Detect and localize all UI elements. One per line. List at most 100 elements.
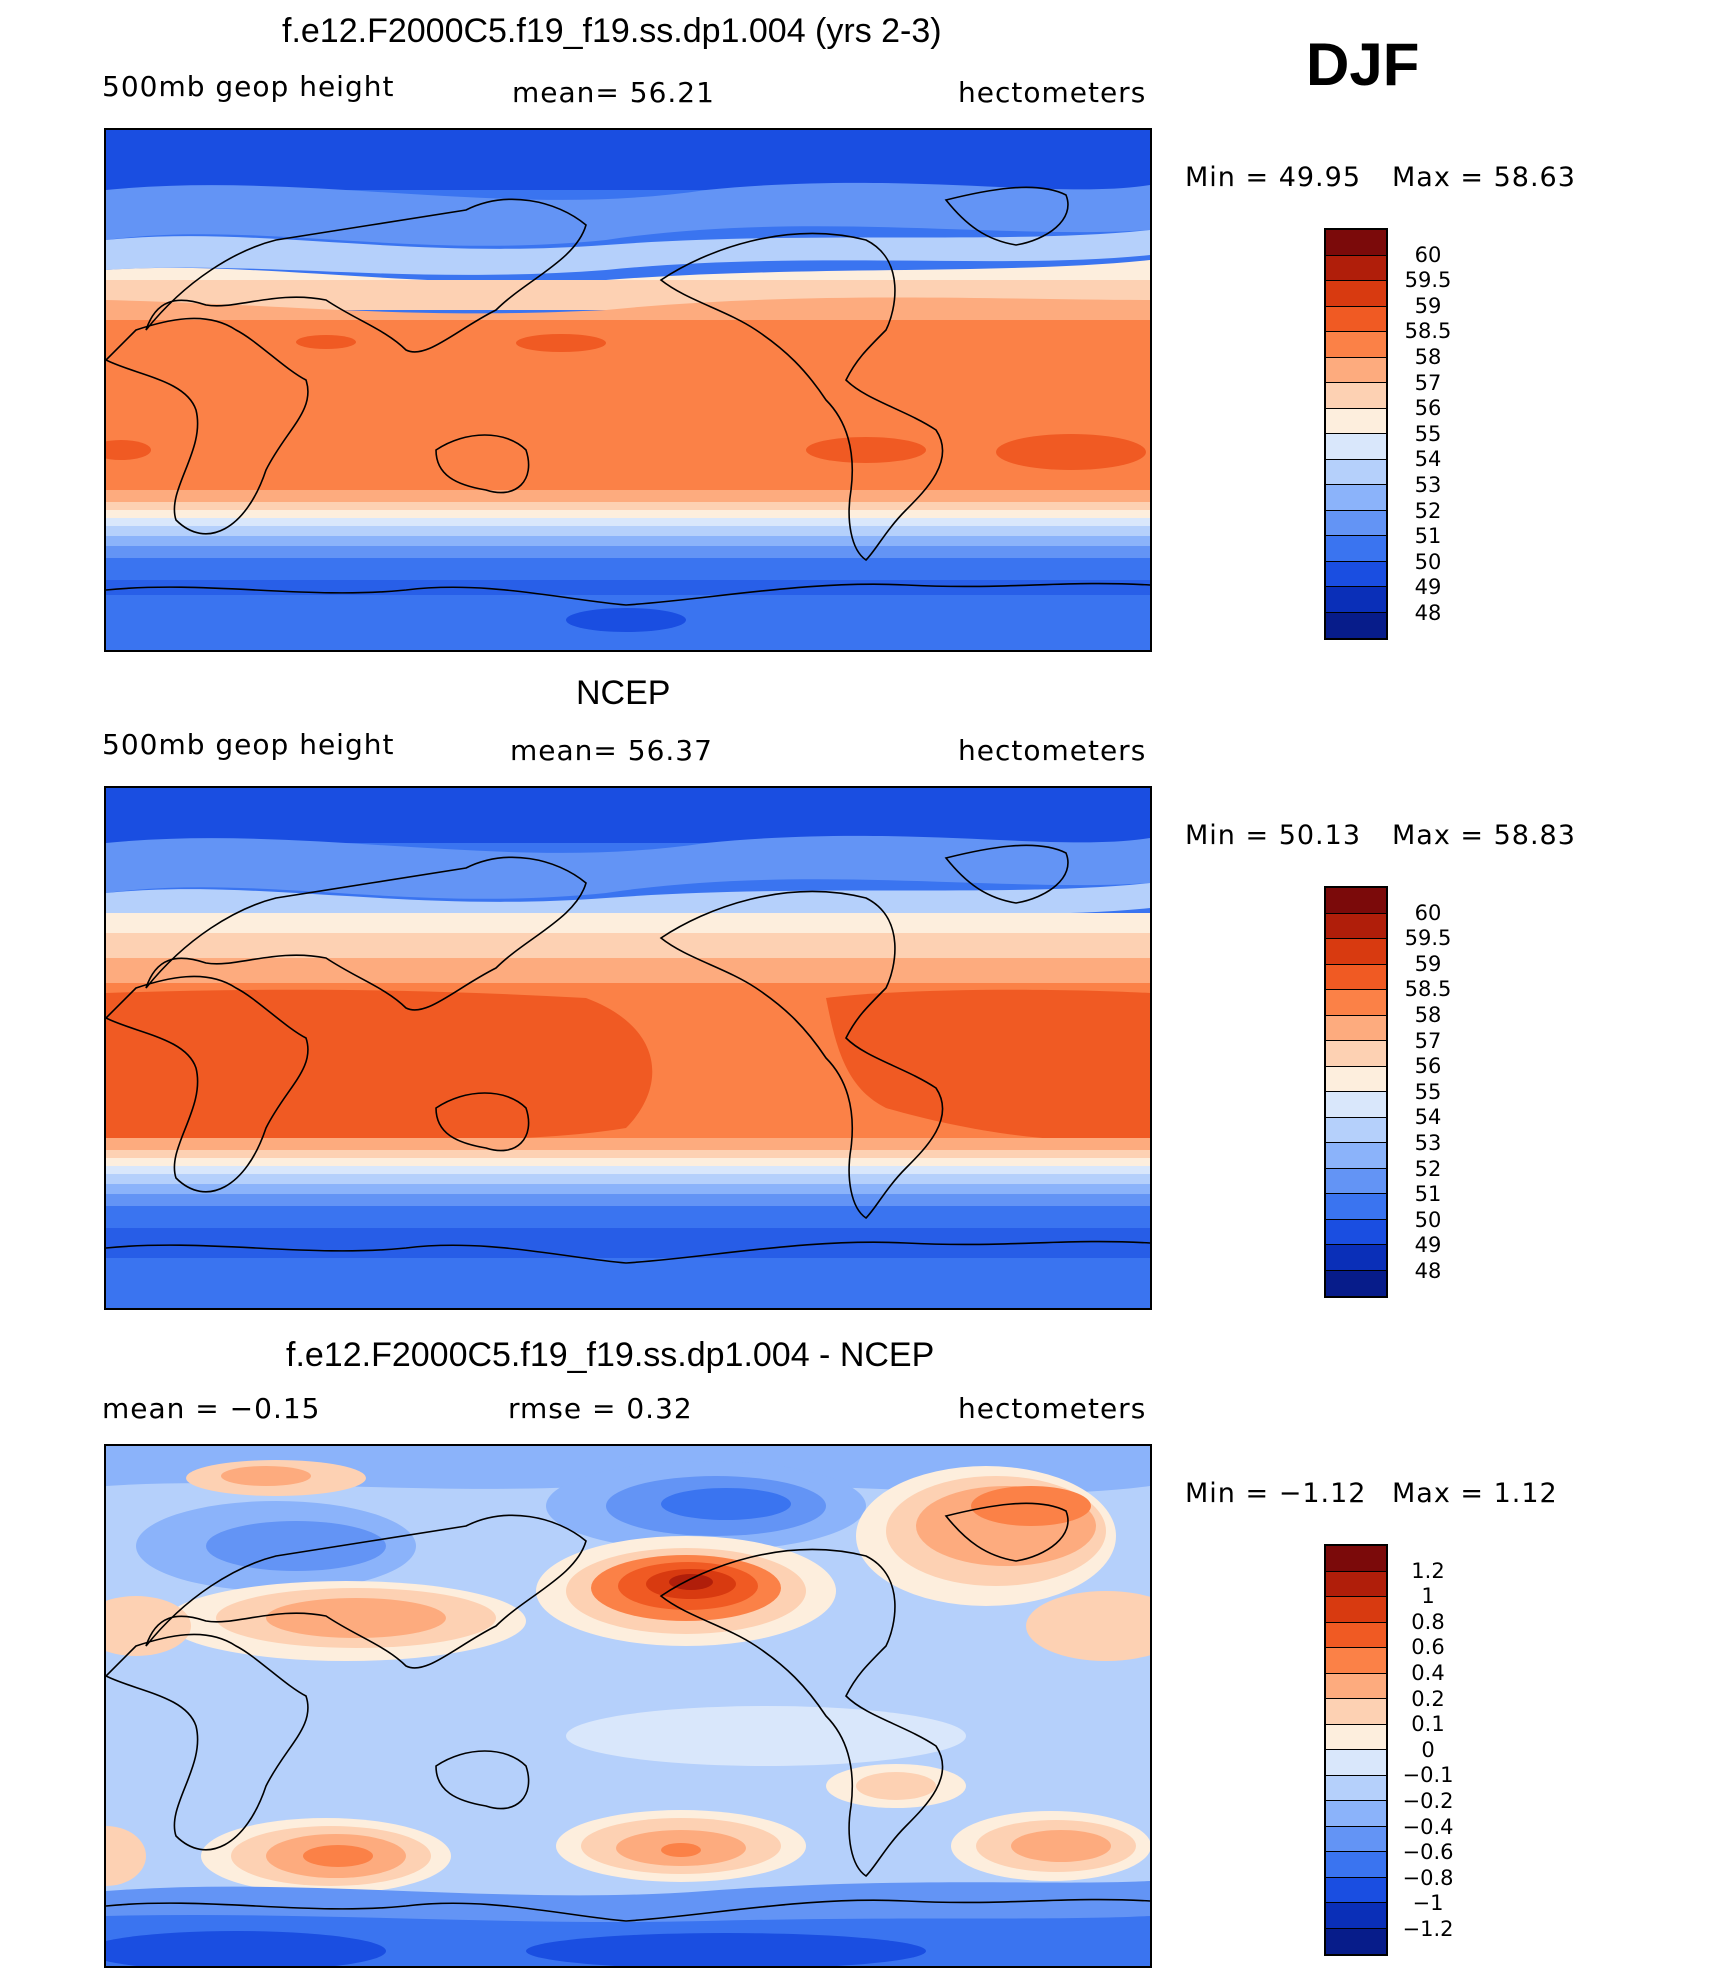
colorbar-swatch: [1326, 1801, 1386, 1827]
colorbar-swatch: [1326, 990, 1386, 1016]
colorbar-tick-label: 58.5: [1404, 977, 1452, 1002]
colorbar-swatch: [1326, 1724, 1386, 1750]
colorbar-tick-label: 57: [1414, 370, 1442, 395]
colorbar-swatch: [1326, 536, 1386, 562]
colorbar-tick-label: −0.8: [1402, 1865, 1454, 1890]
colorbar-swatch: [1326, 1597, 1386, 1623]
panel-title-model: f.e12.F2000C5.f19_f19.ss.dp1.004 (yrs 2-…: [282, 12, 942, 50]
rmse-label-diff: rmse = 0.32: [508, 1392, 693, 1425]
colorbar-tick-label: 57: [1414, 1028, 1442, 1053]
colorbar-swatch: [1326, 1194, 1386, 1220]
map-diff: [106, 1446, 1150, 1966]
colorbar-tick-label: 51: [1414, 524, 1442, 549]
colorbar-swatch: [1326, 306, 1386, 332]
colorbar-tick-label: 59: [1414, 293, 1442, 318]
map-panel-diff: [104, 1444, 1152, 1968]
colorbar-swatch: [1326, 332, 1386, 358]
colorbar-swatch: [1326, 255, 1386, 281]
colorbar-tick-label: 1: [1421, 1584, 1435, 1609]
colorbar-tick-label: 48: [1414, 1259, 1442, 1283]
colorbar-diff: [1324, 1544, 1388, 1956]
colorbar-tick-label: 0.6: [1411, 1635, 1445, 1660]
colorbar-tick-label: 55: [1414, 421, 1442, 446]
colorbar-swatch: [1326, 1877, 1386, 1903]
colorbar-tick-label: 60: [1414, 900, 1442, 925]
colorbar-tick-label: 58.5: [1404, 319, 1452, 344]
colorbar-swatch: [1326, 888, 1386, 914]
colorbar-swatch: [1326, 1143, 1386, 1169]
units-label-obs: hectometers: [958, 734, 1147, 767]
colorbar-swatch: [1326, 434, 1386, 460]
colorbar-swatch: [1326, 1168, 1386, 1194]
colorbar-tick-label: −1: [1412, 1891, 1444, 1916]
min-label-diff: Min = −1.12: [1185, 1478, 1367, 1509]
max-label-diff: Max = 1.12: [1392, 1478, 1558, 1509]
colorbar-tick-label: 56: [1414, 1054, 1442, 1079]
mean-label-model: mean= 56.21: [512, 76, 715, 109]
colorbar-swatch: [1326, 612, 1386, 638]
colorbar-tick-label: 1.2: [1411, 1558, 1445, 1583]
colorbar-tick-label: 0.8: [1411, 1609, 1445, 1634]
colorbar-swatch: [1326, 1775, 1386, 1801]
colorbar-swatch: [1326, 1903, 1386, 1929]
colorbar-tick-label: −1.2: [1402, 1917, 1454, 1941]
colorbar-swatch: [1326, 1270, 1386, 1296]
colorbar-swatch: [1326, 1852, 1386, 1878]
colorbar-tick-label: 0.4: [1411, 1661, 1445, 1685]
colorbar-obs: [1324, 886, 1388, 1298]
colorbar-swatch: [1326, 1041, 1386, 1067]
units-label-model: hectometers: [958, 76, 1147, 109]
colorbar-tick-label: 48: [1414, 601, 1442, 625]
colorbar-tick-label: 54: [1414, 1105, 1442, 1130]
colorbar-tick-label: 52: [1414, 1156, 1442, 1181]
colorbar-tick-label: 0.1: [1411, 1712, 1445, 1737]
colorbar-swatch: [1326, 1066, 1386, 1092]
colorbar-swatch: [1326, 1219, 1386, 1245]
colorbar-swatch: [1326, 485, 1386, 511]
colorbar-swatch: [1326, 281, 1386, 307]
colorbar-tick-label: 49: [1414, 1233, 1442, 1258]
variable-label-obs: 500mb geop height: [102, 728, 395, 761]
mean-label-diff: mean = −0.15: [102, 1392, 321, 1425]
colorbar-swatch: [1326, 357, 1386, 383]
colorbar-swatch: [1326, 1546, 1386, 1572]
colorbar-tick-label: 56: [1414, 396, 1442, 421]
colorbar-swatch: [1326, 1750, 1386, 1776]
colorbar-model: [1324, 228, 1388, 640]
colorbar-swatch: [1326, 1015, 1386, 1041]
colorbar-swatch: [1326, 587, 1386, 613]
panel-title-obs: NCEP: [576, 674, 671, 712]
colorbar-swatch: [1326, 1648, 1386, 1674]
colorbar-tick-label: −0.1: [1402, 1763, 1454, 1788]
min-label-obs: Min = 50.13: [1185, 820, 1361, 851]
colorbar-swatch: [1326, 1245, 1386, 1271]
colorbar-tick-label: 50: [1414, 549, 1442, 574]
colorbar-swatch: [1326, 383, 1386, 409]
colorbar-swatch: [1326, 459, 1386, 485]
colorbar-tick-label: 59.5: [1404, 926, 1452, 951]
colorbar-tick-label: −0.4: [1402, 1814, 1454, 1839]
colorbar-tick-label: 50: [1414, 1207, 1442, 1232]
colorbar-tick-label: 58: [1414, 345, 1442, 369]
variable-label-model: 500mb geop height: [102, 70, 395, 103]
max-label-obs: Max = 58.83: [1392, 820, 1576, 851]
colorbar-swatch: [1326, 1673, 1386, 1699]
colorbar-tick-label: 59: [1414, 951, 1442, 976]
mean-label-obs: mean= 56.37: [510, 734, 713, 767]
colorbar-tick-label: 55: [1414, 1079, 1442, 1104]
colorbar-tick-label: 59.5: [1404, 268, 1452, 293]
colorbar-tick-label: −0.2: [1402, 1789, 1454, 1813]
colorbar-swatch: [1326, 939, 1386, 965]
colorbar-swatch: [1326, 408, 1386, 434]
colorbar-tick-label: 52: [1414, 498, 1442, 523]
colorbar-swatch: [1326, 510, 1386, 536]
panel-title-diff: f.e12.F2000C5.f19_f19.ss.dp1.004 - NCEP: [286, 1336, 935, 1374]
map-panel-obs: [104, 786, 1152, 1310]
colorbar-swatch: [1326, 1826, 1386, 1852]
colorbar-swatch: [1326, 913, 1386, 939]
max-label-model: Max = 58.63: [1392, 162, 1576, 193]
colorbar-tick-label: 49: [1414, 575, 1442, 600]
colorbar-tick-label: 51: [1414, 1182, 1442, 1207]
colorbar-tick-label: 53: [1414, 1131, 1442, 1155]
colorbar-swatch: [1326, 1092, 1386, 1118]
